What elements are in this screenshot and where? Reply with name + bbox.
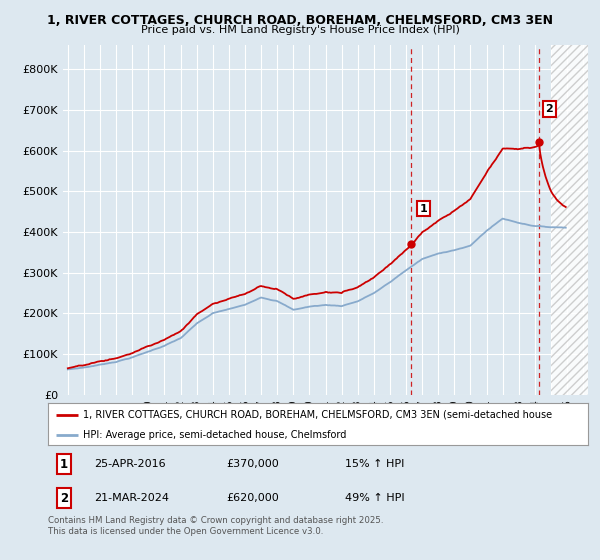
Text: HPI: Average price, semi-detached house, Chelmsford: HPI: Average price, semi-detached house,… <box>83 430 346 440</box>
Text: 1, RIVER COTTAGES, CHURCH ROAD, BOREHAM, CHELMSFORD, CM3 3EN (semi-detached hous: 1, RIVER COTTAGES, CHURCH ROAD, BOREHAM,… <box>83 410 552 420</box>
Text: £620,000: £620,000 <box>226 493 279 503</box>
Text: 2: 2 <box>545 104 553 114</box>
Bar <box>551 45 600 395</box>
Text: 15% ↑ HPI: 15% ↑ HPI <box>345 459 404 469</box>
Text: £370,000: £370,000 <box>226 459 279 469</box>
Text: 2: 2 <box>60 492 68 505</box>
Text: Price paid vs. HM Land Registry's House Price Index (HPI): Price paid vs. HM Land Registry's House … <box>140 25 460 35</box>
Text: 1: 1 <box>60 458 68 470</box>
Text: 25-APR-2016: 25-APR-2016 <box>94 459 166 469</box>
Text: 49% ↑ HPI: 49% ↑ HPI <box>345 493 404 503</box>
Text: Contains HM Land Registry data © Crown copyright and database right 2025.
This d: Contains HM Land Registry data © Crown c… <box>48 516 383 536</box>
Text: 21-MAR-2024: 21-MAR-2024 <box>94 493 169 503</box>
Text: 1: 1 <box>419 204 427 214</box>
Text: 1, RIVER COTTAGES, CHURCH ROAD, BOREHAM, CHELMSFORD, CM3 3EN: 1, RIVER COTTAGES, CHURCH ROAD, BOREHAM,… <box>47 14 553 27</box>
Bar <box>551 45 600 395</box>
